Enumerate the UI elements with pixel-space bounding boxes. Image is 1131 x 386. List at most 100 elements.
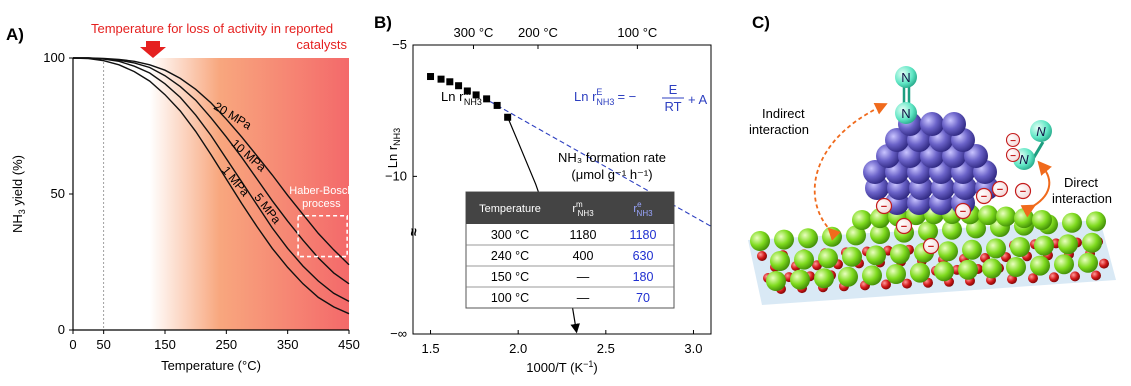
annotation-top-line2: catalysts: [296, 37, 347, 52]
table-cell: 70: [636, 291, 650, 305]
formula-text: Ln rE NH3 = −: [574, 87, 636, 107]
nitrogen-atom-label: N: [901, 106, 910, 121]
ruthenium-atom: [920, 112, 944, 136]
support-atom: [938, 241, 958, 262]
support-atom: [798, 228, 818, 249]
panel-b-y-tick-label: −10: [385, 168, 407, 183]
ruthenium-atom: [885, 128, 909, 152]
support-atom: [978, 205, 998, 226]
table-cell: 150 °C: [491, 270, 529, 284]
measured-point: [427, 73, 435, 81]
support-atom: [982, 258, 1002, 279]
negative-charge-sign: −: [901, 221, 907, 233]
table-header-bg: [466, 192, 674, 224]
measured-point: [483, 95, 491, 103]
red-down-arrow: [140, 41, 166, 58]
measured-point: [437, 75, 445, 83]
nitrogen-atom: [895, 102, 917, 124]
negative-charge: [975, 187, 993, 205]
direct-interaction-label-line1: Direct: [1064, 175, 1098, 190]
oxygen-atom: [1049, 272, 1059, 283]
indirect-interaction-label-line2: interaction: [749, 122, 809, 137]
support-atom: [1078, 252, 1098, 273]
negative-charge-sign: −: [960, 206, 966, 218]
table-cell: 1180: [570, 228, 597, 242]
negative-charge-sign: −: [1010, 136, 1016, 147]
table-cell: 400: [573, 249, 594, 263]
direct-interaction-arrow: [1020, 160, 1052, 218]
negative-charge: [1005, 147, 1021, 163]
table-header-cell: re NH3: [633, 200, 653, 218]
direct-interaction-label-line2: interaction: [1052, 191, 1112, 206]
measured-points-label: Ln rM NH3: [441, 87, 482, 107]
support-atom: [774, 229, 794, 250]
panel-a-label: A): [6, 25, 24, 44]
support-atom: [852, 210, 872, 230]
yield-curve-20-mpa: [73, 57, 350, 266]
support-atom: [910, 262, 930, 283]
negative-charge-sign: −: [881, 201, 887, 213]
panel-a-x-axis-label: Temperature (°C): [161, 358, 261, 373]
measured-point: [493, 101, 501, 109]
formation-rate-label-line1: NH₃ formation rate: [558, 150, 666, 165]
support-atom: [886, 264, 906, 284]
oxygen-atom: [1028, 273, 1038, 284]
table-cell: 300 °C: [491, 228, 529, 242]
measured-point: [463, 87, 471, 95]
nitrogen-atom-label: N: [1036, 124, 1046, 139]
extrapolation-formula: Ln rE NH3 = − E RT + A: [574, 82, 707, 114]
panel-b-y-axis-label: Ln rNH3: [385, 128, 402, 168]
support-atom: [942, 219, 962, 240]
negative-charge: [922, 237, 940, 255]
indirect-interaction-arrow: [813, 102, 888, 241]
support-atom: [1014, 208, 1034, 229]
negative-charge-sign: −: [1020, 186, 1026, 198]
measured-point: [446, 78, 454, 86]
support-atom: [862, 265, 882, 286]
oxygen-atom: [881, 279, 891, 290]
table-cell: —: [577, 291, 590, 305]
panel-b-x-axis-label: 1000/T (K−1): [526, 359, 597, 375]
negative-charge: [1005, 132, 1021, 148]
oxygen-atom: [1099, 258, 1109, 269]
panel-b-label: B): [374, 13, 392, 32]
ruthenium-atom: [942, 112, 966, 136]
nitrogen-atom: [895, 66, 917, 88]
table-cell: 240 °C: [491, 249, 529, 263]
support-atom: [1034, 235, 1054, 256]
panel-a-y-axis-label: NH3 yield (%): [10, 155, 27, 233]
oxygen-atom: [1070, 271, 1080, 282]
negative-charge: [895, 217, 913, 235]
panel-b: B) 1.5 2.0 2.5 3.0 300 °C 200 °C 100 °C −5 −10 −∞…: [374, 13, 712, 375]
formula-end: + A: [688, 92, 707, 107]
panel-b-x-tick-label: 3.0: [684, 341, 702, 356]
support-atom: [1086, 211, 1106, 232]
support-atom: [986, 238, 1006, 259]
support-atom: [790, 269, 810, 290]
support-atom: [1082, 232, 1102, 253]
support-atom: [1032, 210, 1052, 230]
support-atom: [1062, 212, 1082, 233]
support-atom: [794, 249, 814, 270]
support-atom: [958, 259, 978, 280]
nitrogen-atom: [1030, 120, 1052, 142]
oxygen-atom: [902, 278, 912, 289]
panel-b-plot-frame: [412, 44, 712, 335]
support-atom: [766, 271, 786, 291]
panel-a-x-tick-label: 50: [96, 337, 110, 352]
negative-charge: [991, 180, 1009, 198]
panel-c-label: C): [752, 13, 770, 32]
panel-a-x-tick-label: 250: [215, 337, 237, 352]
table-cell: 100 °C: [491, 291, 529, 305]
haber-bosch-box: [297, 214, 348, 258]
negative-charge: [954, 202, 972, 220]
support-atom: [770, 251, 790, 271]
indirect-interaction-label-line1: Indirect: [762, 106, 805, 121]
support-atom: [996, 206, 1016, 227]
panel-b-top-tick-label: 200 °C: [518, 25, 558, 40]
formula-numerator: E: [669, 82, 678, 97]
